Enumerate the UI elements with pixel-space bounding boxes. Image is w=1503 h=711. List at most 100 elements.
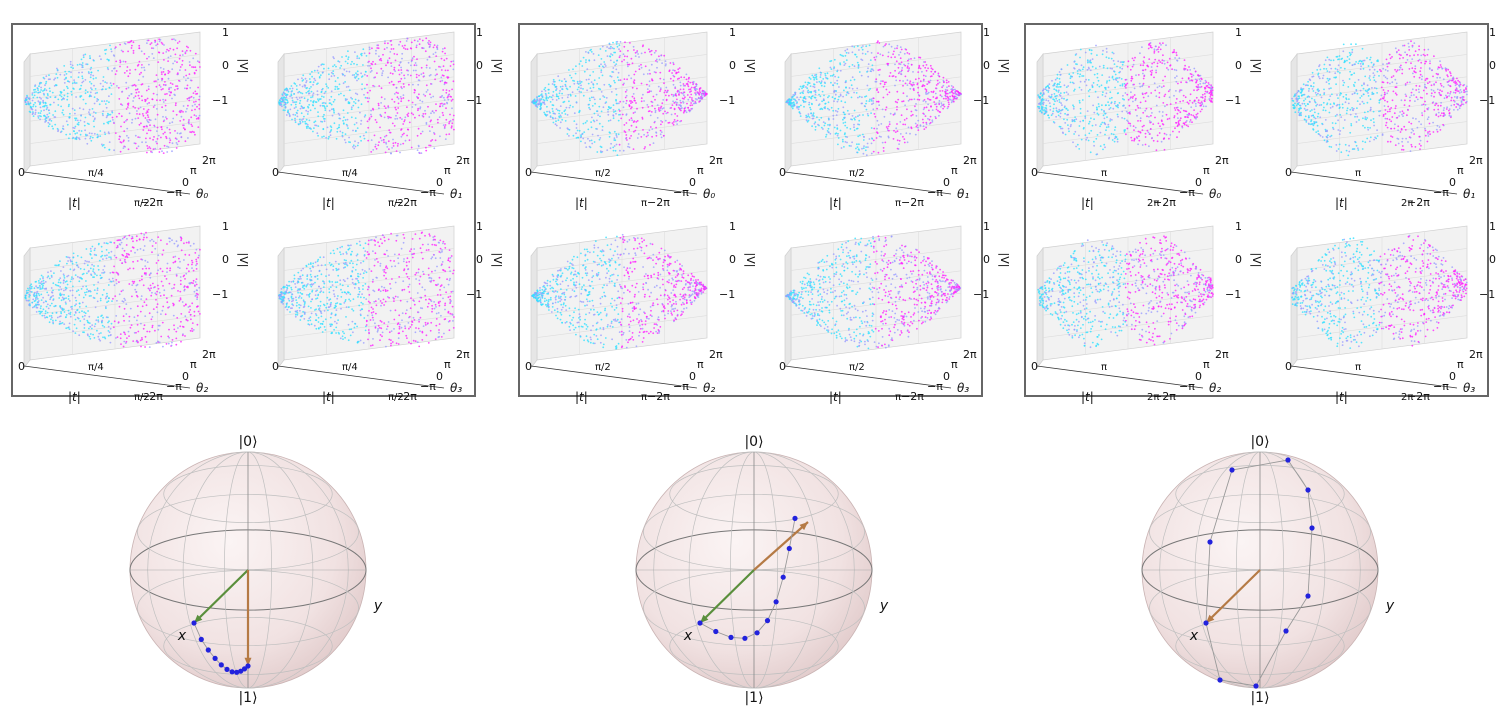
scatter-point [33,295,36,298]
z-tick-label: 0 [476,253,483,266]
scatter-point [90,82,93,85]
scatter-point [131,284,134,286]
scatter-point [309,292,311,295]
scatter-point [90,71,93,74]
scatter-point [199,248,201,251]
scatter-point [36,87,39,90]
scatter-point [625,137,627,140]
scatter-point [322,96,325,98]
scatter-point [890,56,893,59]
scatter-point [38,85,40,88]
scatter-point [691,104,694,106]
scatter-point [412,83,414,86]
scatter-point [81,315,84,318]
scatter-point [309,316,312,318]
scatter-point [906,95,908,98]
scatter-point [93,337,96,339]
scatter-point [40,115,42,118]
scatter-point [418,43,421,46]
scatter-point [839,63,842,66]
scatter-point [165,135,167,138]
scatter-point [147,129,150,132]
scatter-point [81,310,83,313]
scatter-point [298,102,301,105]
scatter-point [375,304,378,307]
theta-tick-label: π [444,358,451,371]
scatter-point [140,71,143,74]
scatter-point [159,86,162,88]
scatter-point [372,149,375,151]
scatter-point [24,296,27,298]
scatter-point [57,104,60,106]
scatter-point [146,102,149,105]
scatter-point [299,309,301,312]
z-tick-label: 0 [729,59,736,72]
scatter-point [72,67,74,70]
scatter-point [132,105,135,108]
scatter-point [441,261,444,263]
scatter-point [411,320,413,323]
scatter-point [393,260,395,262]
scatter-point [151,238,153,241]
scatter-point [84,294,87,296]
scatter-point [48,109,50,112]
scatter-point [416,292,419,294]
scatter-point [437,241,440,244]
scatter-point [376,330,379,333]
scatter-point [402,97,405,99]
scatter-point [344,336,346,339]
scatter-point [140,232,143,235]
scatter-point [625,94,628,97]
scatter-point [27,287,29,290]
scatter-point [82,56,85,59]
scatter-point [862,139,865,141]
scatter-point [375,236,377,239]
scatter-point [125,252,128,255]
scatter-point [370,113,372,116]
scatter-point [63,65,66,67]
scatter-point [615,88,617,90]
scatter-point [343,302,346,304]
scatter-point [365,257,368,259]
scatter-point [110,250,113,253]
scatter-point [36,290,39,293]
scatter-point [69,315,72,318]
scatter-point [588,139,591,142]
scatter-point [615,134,618,137]
scatter-point [425,298,427,301]
scatter-point [288,291,291,294]
scatter-point [441,249,443,251]
scatter-point [56,69,59,71]
scatter-point [175,113,178,116]
scatter-point [615,43,618,45]
scatter-point [942,76,945,79]
scatter-point [138,60,141,63]
scatter-point [128,335,130,337]
scatter-point [429,41,432,44]
scatter-point [130,47,133,49]
scatter-point [311,298,314,301]
scatter-point [584,121,587,124]
scatter-point [134,117,137,120]
scatter-point [170,86,172,89]
scatter-point [628,137,631,140]
scatter-point [181,301,184,303]
scatter-point [93,289,96,291]
scatter-point [422,47,425,50]
scatter-point [381,242,383,245]
scatter-point [61,322,64,324]
scatter-point [50,295,53,298]
scatter-point [54,96,56,99]
scatter-point [329,303,332,306]
scatter-point [47,271,49,274]
scatter-point [855,147,857,150]
scatter-point [322,63,325,66]
scatter-point [91,257,93,259]
scatter-point [106,301,108,304]
scatter-point [427,243,429,246]
theta-axis-label: θ₀ [703,187,715,201]
scatter-point [613,139,616,141]
scatter-point [907,62,910,65]
scatter-point [868,100,871,102]
scatter-point [300,297,303,299]
